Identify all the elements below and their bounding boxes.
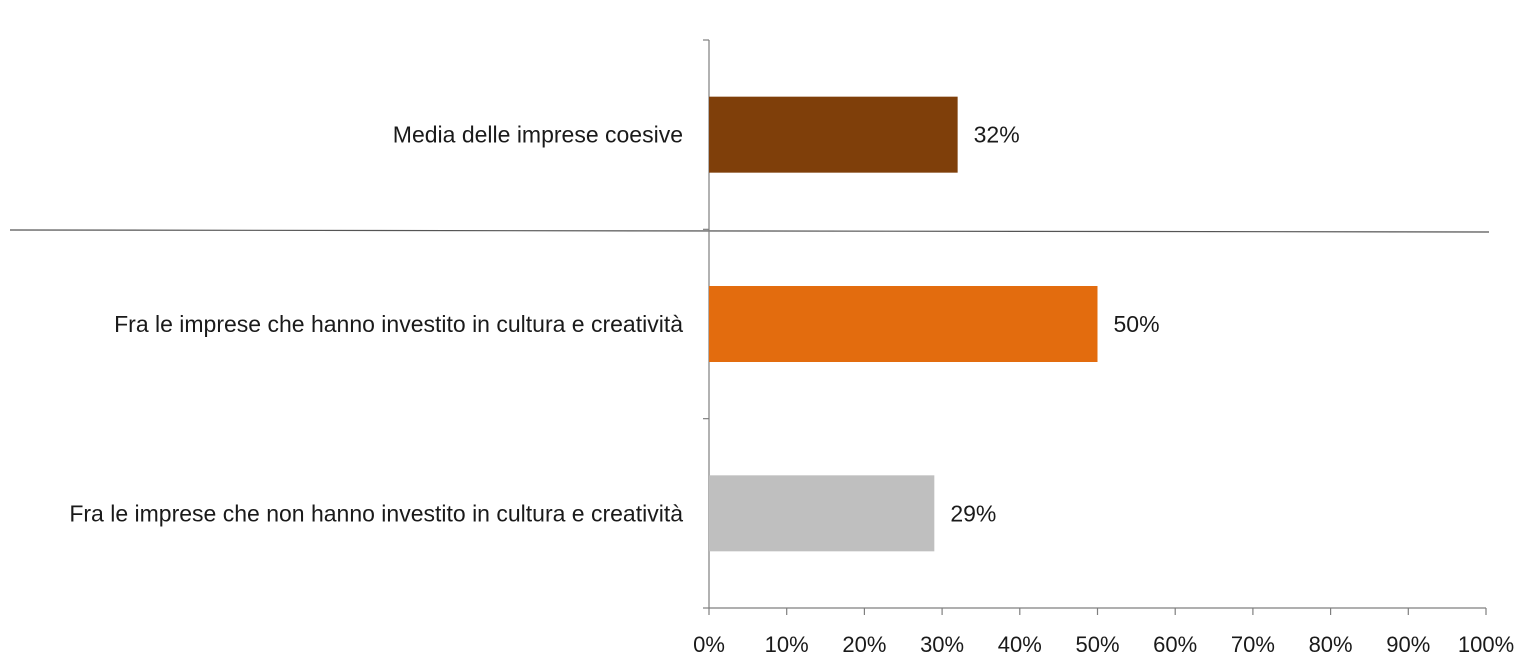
bar-1 [709, 96, 958, 173]
x-tick-label: 60% [1153, 632, 1197, 657]
category-label-1: Media delle imprese coesive [393, 122, 683, 148]
data-labels: 32% 50% 29% [950, 122, 1159, 527]
category-labels: Media delle imprese coesive Fra le impres… [69, 122, 683, 527]
data-label-3: 29% [950, 500, 996, 526]
category-label-2: Fra le imprese che hanno investito in cu… [114, 311, 683, 337]
x-tick-label: 10% [765, 632, 809, 657]
bar-2 [709, 286, 1098, 362]
x-tick-label: 40% [998, 632, 1042, 657]
x-tick-label: 50% [1075, 632, 1119, 657]
x-tick-label: 80% [1309, 632, 1353, 657]
separator-line [9, 229, 1490, 233]
x-tick-label: 100% [1458, 632, 1514, 657]
bar-3 [709, 475, 935, 552]
category-label-3: Fra le imprese che non hanno investito i… [69, 500, 683, 526]
data-label-1: 32% [974, 122, 1020, 148]
y-axis-ticks [703, 39, 709, 609]
x-tick-label: 70% [1231, 632, 1275, 657]
x-tick-label: 90% [1386, 632, 1430, 657]
data-label-2: 50% [1114, 311, 1160, 337]
bars [709, 96, 1098, 552]
x-tick-label: 20% [842, 632, 886, 657]
x-tick-label: 0% [693, 632, 725, 657]
x-tick-label: 30% [920, 632, 964, 657]
x-axis-ticks: 0% 10% 20% 30% 40% 50% 60% 70% 80% 90% 100% [693, 608, 1514, 657]
